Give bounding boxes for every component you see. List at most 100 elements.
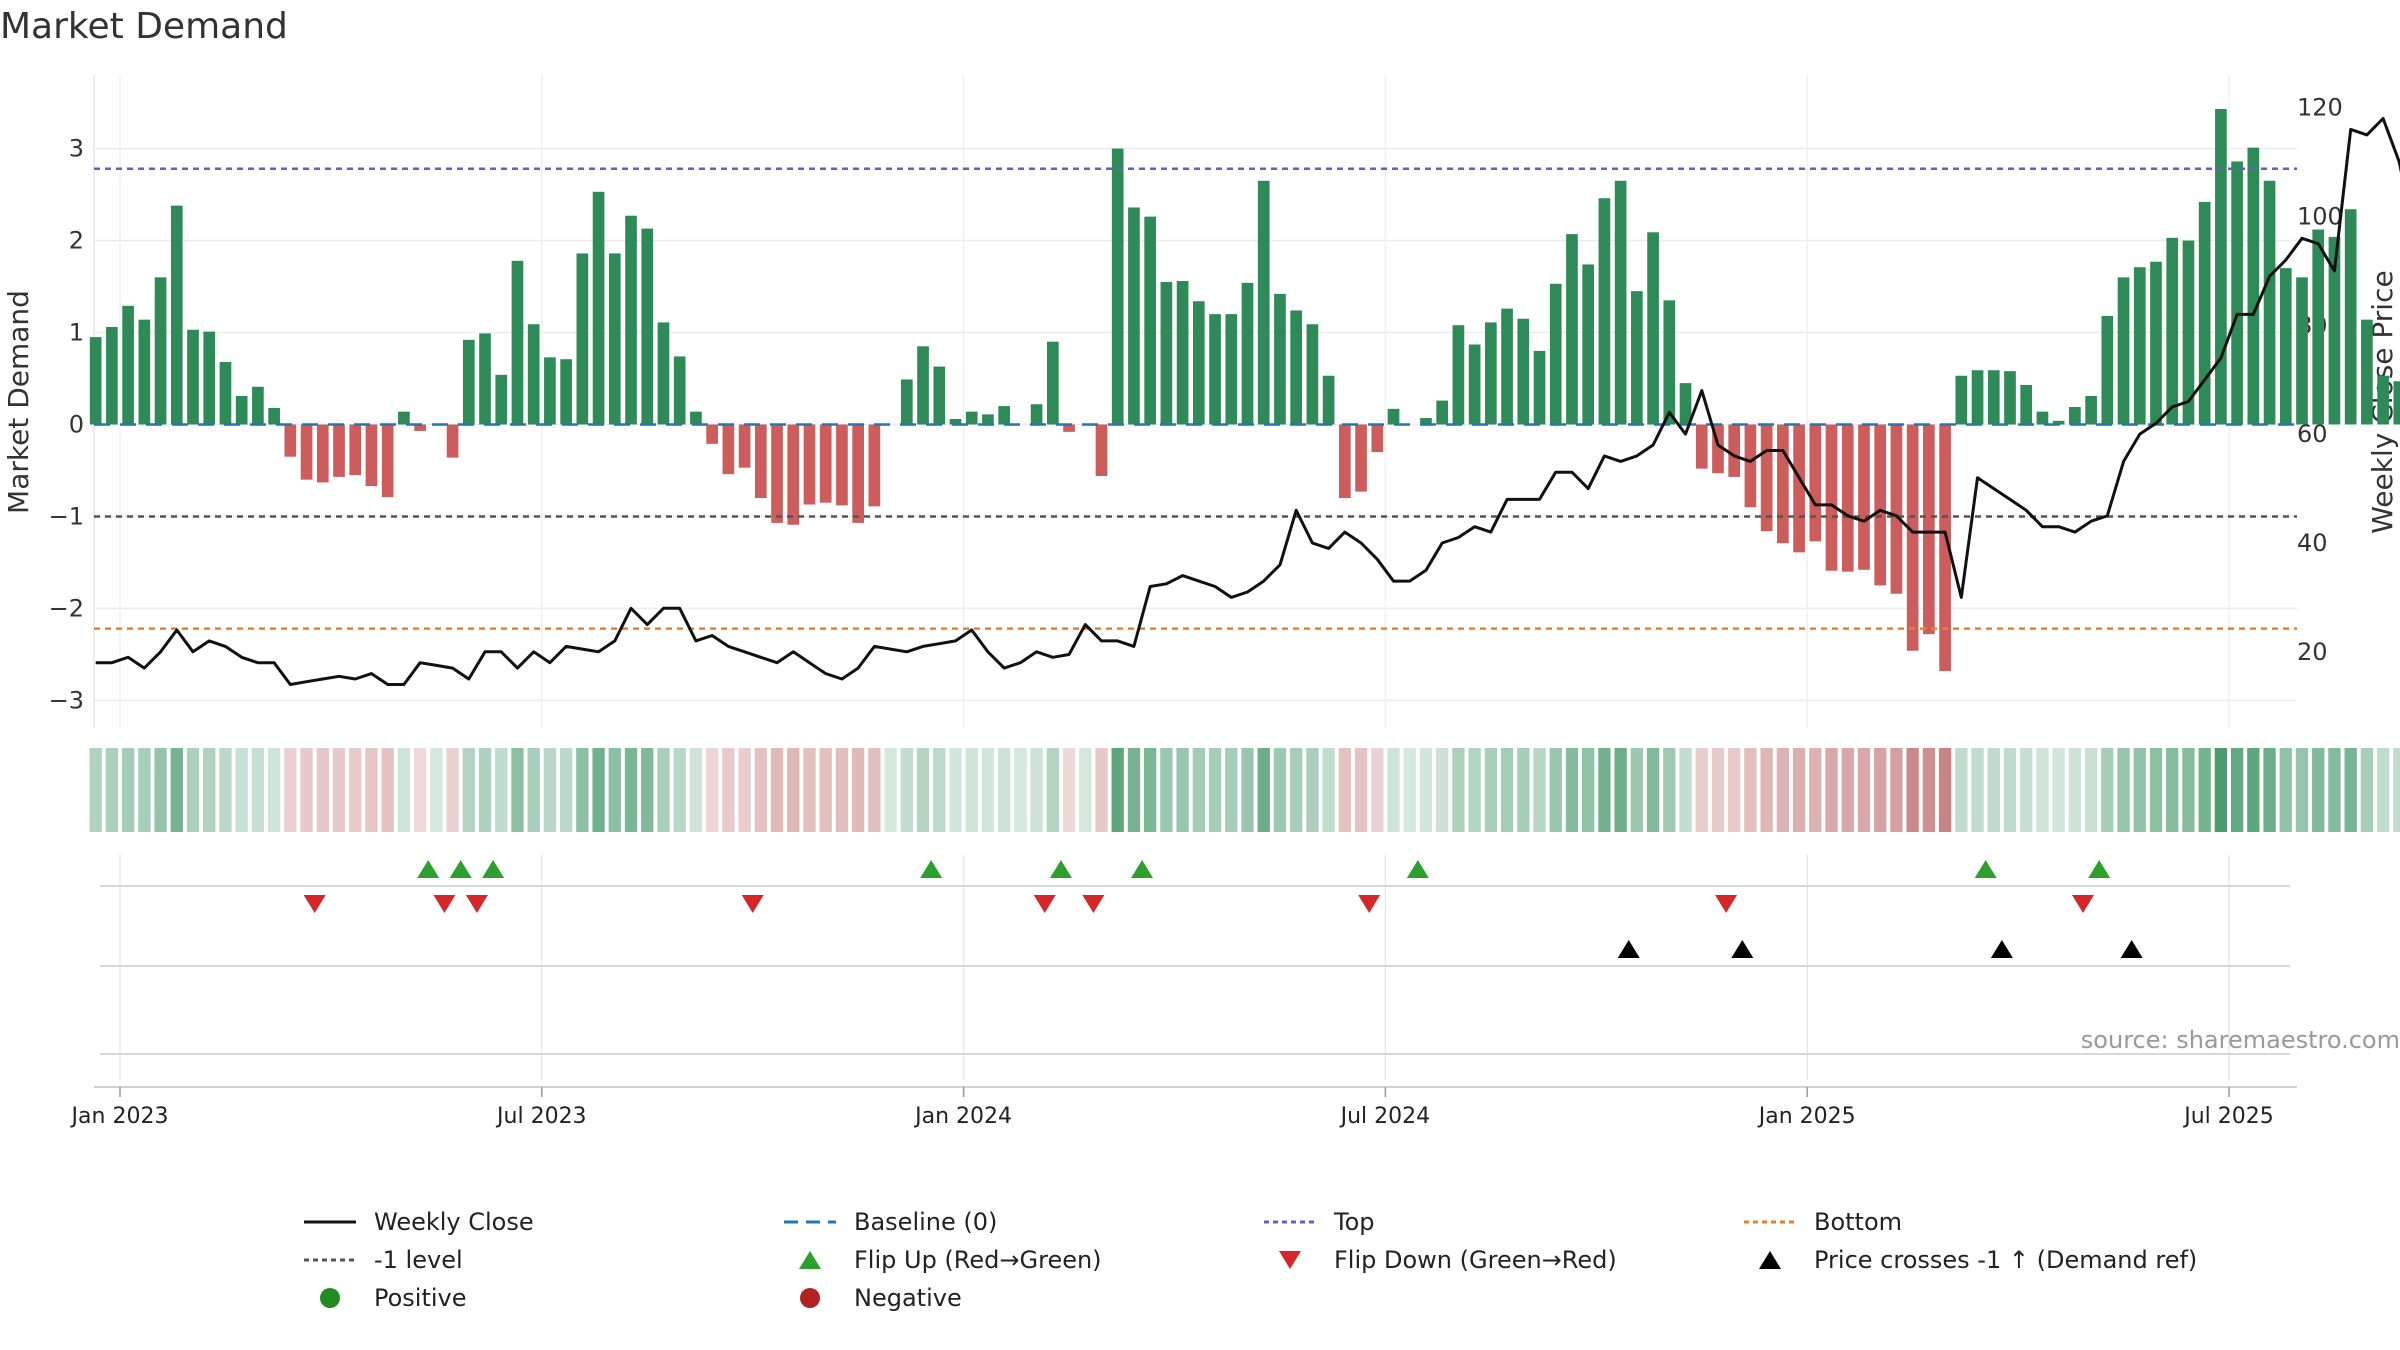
intensity-cell bbox=[495, 748, 508, 832]
intensity-cell bbox=[835, 748, 849, 832]
intensity-cell bbox=[1257, 748, 1270, 832]
legend-label: Negative bbox=[854, 1284, 962, 1312]
intensity-cell bbox=[933, 748, 946, 832]
demand-bar bbox=[479, 333, 491, 425]
demand-bar bbox=[365, 424, 378, 487]
y2-tick-label: 100 bbox=[2297, 202, 2343, 230]
intensity-cell bbox=[1176, 748, 1189, 832]
intensity-cell bbox=[1809, 748, 1822, 832]
intensity-cell bbox=[1711, 748, 1725, 832]
flip-down-marker bbox=[465, 895, 488, 913]
legend-item: Price crosses -1 ↑ (Demand ref) bbox=[1740, 1246, 2197, 1274]
demand-bar bbox=[852, 424, 864, 523]
flip-up-marker bbox=[482, 860, 505, 878]
intensity-cell bbox=[1030, 748, 1043, 832]
demand-bar bbox=[1923, 424, 1935, 635]
intensity-cell bbox=[478, 748, 492, 832]
intensity-cell bbox=[2052, 748, 2065, 832]
intensity-cell bbox=[641, 748, 654, 832]
demand-bar bbox=[1030, 404, 1043, 425]
x-tick-label: Jul 2023 bbox=[495, 1104, 587, 1129]
demand-bar bbox=[2361, 319, 2373, 425]
intensity-cell bbox=[1419, 748, 1433, 832]
intensity-cell bbox=[1598, 748, 1611, 832]
intensity-cell bbox=[154, 748, 167, 832]
intensity-cell bbox=[1776, 748, 1790, 832]
demand-bar bbox=[2296, 277, 2308, 425]
demand-bar bbox=[1906, 424, 1919, 651]
demand-bar bbox=[1160, 281, 1173, 425]
intensity-cell bbox=[349, 748, 362, 832]
legend-label: Bottom bbox=[1814, 1208, 1903, 1236]
demand-bar bbox=[203, 331, 216, 425]
legend-item: Flip Down (Green→Red) bbox=[1260, 1246, 1617, 1274]
intensity-cell bbox=[1906, 748, 1919, 832]
demand-bar bbox=[1971, 370, 1984, 425]
demand-bar bbox=[1647, 232, 1659, 425]
intensity-cell bbox=[2279, 748, 2292, 832]
intensity-cell bbox=[300, 748, 313, 832]
intensity-cell bbox=[1062, 748, 1076, 832]
demand-bar bbox=[106, 327, 118, 425]
legend-label: Weekly Close bbox=[374, 1208, 534, 1236]
intensity-cell bbox=[1841, 748, 1854, 832]
legend-label: Flip Down (Green→Red) bbox=[1334, 1246, 1617, 1274]
demand-bar bbox=[2036, 411, 2049, 425]
legend-symbol bbox=[780, 1210, 840, 1234]
intensity-cell bbox=[2133, 748, 2146, 832]
source-label: source: sharemaestro.com bbox=[2081, 1026, 2400, 1054]
intensity-cell bbox=[559, 748, 573, 832]
intensity-cell bbox=[365, 748, 378, 832]
intensity-cell bbox=[1014, 748, 1027, 832]
flip-up-marker bbox=[417, 860, 440, 878]
demand-bar bbox=[122, 305, 134, 425]
intensity-cell bbox=[900, 748, 913, 832]
intensity-cell bbox=[381, 748, 394, 832]
demand-bar bbox=[349, 424, 362, 476]
demand-bar bbox=[1679, 383, 1692, 425]
legend-label: Top bbox=[1334, 1208, 1375, 1236]
intensity-cell bbox=[1582, 748, 1595, 832]
intensity-cell bbox=[332, 748, 346, 832]
intensity-cell bbox=[2182, 748, 2195, 832]
flip-up-marker bbox=[1049, 860, 1072, 878]
demand-bar bbox=[2101, 315, 2114, 425]
legend-label: Positive bbox=[374, 1284, 467, 1312]
demand-bar bbox=[511, 260, 524, 425]
intensity-cell bbox=[1663, 748, 1676, 832]
intensity-cell bbox=[1500, 748, 1514, 832]
intensity-cell bbox=[803, 748, 816, 832]
demand-bar bbox=[933, 366, 946, 425]
flip-up-marker bbox=[1406, 860, 1429, 878]
demand-bar bbox=[2377, 375, 2389, 425]
intensity-cell bbox=[981, 748, 995, 832]
intensity-cell bbox=[770, 748, 784, 832]
demand-bar bbox=[836, 424, 848, 506]
demand-bar bbox=[2231, 161, 2243, 425]
intensity-cell bbox=[965, 748, 978, 832]
intensity-cell bbox=[186, 748, 200, 832]
demand-bar bbox=[1257, 180, 1270, 425]
intensity-cell bbox=[2036, 748, 2049, 832]
y-tick-label: 0 bbox=[69, 410, 84, 438]
x-tick-label: Jan 2025 bbox=[1757, 1104, 1856, 1129]
demand-bar bbox=[284, 424, 297, 457]
demand-bar bbox=[219, 361, 232, 425]
intensity-cell bbox=[2003, 748, 2017, 832]
intensity-cell bbox=[673, 748, 686, 832]
x-tick-label: Jan 2024 bbox=[913, 1104, 1012, 1129]
flip-up-marker bbox=[920, 860, 943, 878]
demand-bar bbox=[398, 411, 410, 425]
demand-bar bbox=[1176, 281, 1189, 425]
demand-bar bbox=[1209, 314, 1221, 425]
intensity-cell bbox=[1192, 748, 1205, 832]
demand-bar bbox=[1468, 344, 1481, 425]
demand-bar bbox=[2085, 395, 2097, 425]
intensity-cell bbox=[1630, 748, 1644, 832]
demand-bar bbox=[690, 411, 702, 425]
intensity-cell bbox=[316, 748, 329, 832]
intensity-cell bbox=[657, 748, 670, 832]
demand-bar bbox=[673, 356, 686, 425]
demand-bar bbox=[1274, 293, 1286, 425]
intensity-cell bbox=[1371, 748, 1384, 832]
